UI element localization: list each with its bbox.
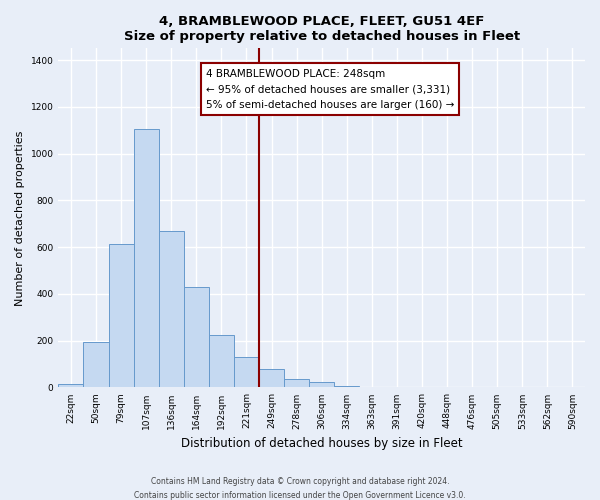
Bar bbox=[58, 384, 83, 388]
Y-axis label: Number of detached properties: Number of detached properties bbox=[15, 130, 25, 306]
Bar bbox=[159, 230, 184, 388]
Bar bbox=[209, 335, 234, 388]
Title: 4, BRAMBLEWOOD PLACE, FLEET, GU51 4EF
Size of property relative to detached hous: 4, BRAMBLEWOOD PLACE, FLEET, GU51 4EF Si… bbox=[124, 15, 520, 43]
Bar bbox=[234, 357, 259, 388]
Text: Contains HM Land Registry data © Crown copyright and database right 2024.
Contai: Contains HM Land Registry data © Crown c… bbox=[134, 478, 466, 500]
Bar bbox=[184, 287, 209, 388]
Bar bbox=[334, 386, 359, 388]
Bar bbox=[83, 342, 109, 388]
Bar bbox=[309, 382, 334, 388]
Bar bbox=[134, 129, 159, 388]
Bar bbox=[109, 244, 134, 388]
X-axis label: Distribution of detached houses by size in Fleet: Distribution of detached houses by size … bbox=[181, 437, 463, 450]
Bar bbox=[284, 379, 309, 388]
Bar bbox=[259, 368, 284, 388]
Text: 4 BRAMBLEWOOD PLACE: 248sqm
← 95% of detached houses are smaller (3,331)
5% of s: 4 BRAMBLEWOOD PLACE: 248sqm ← 95% of det… bbox=[206, 68, 454, 110]
